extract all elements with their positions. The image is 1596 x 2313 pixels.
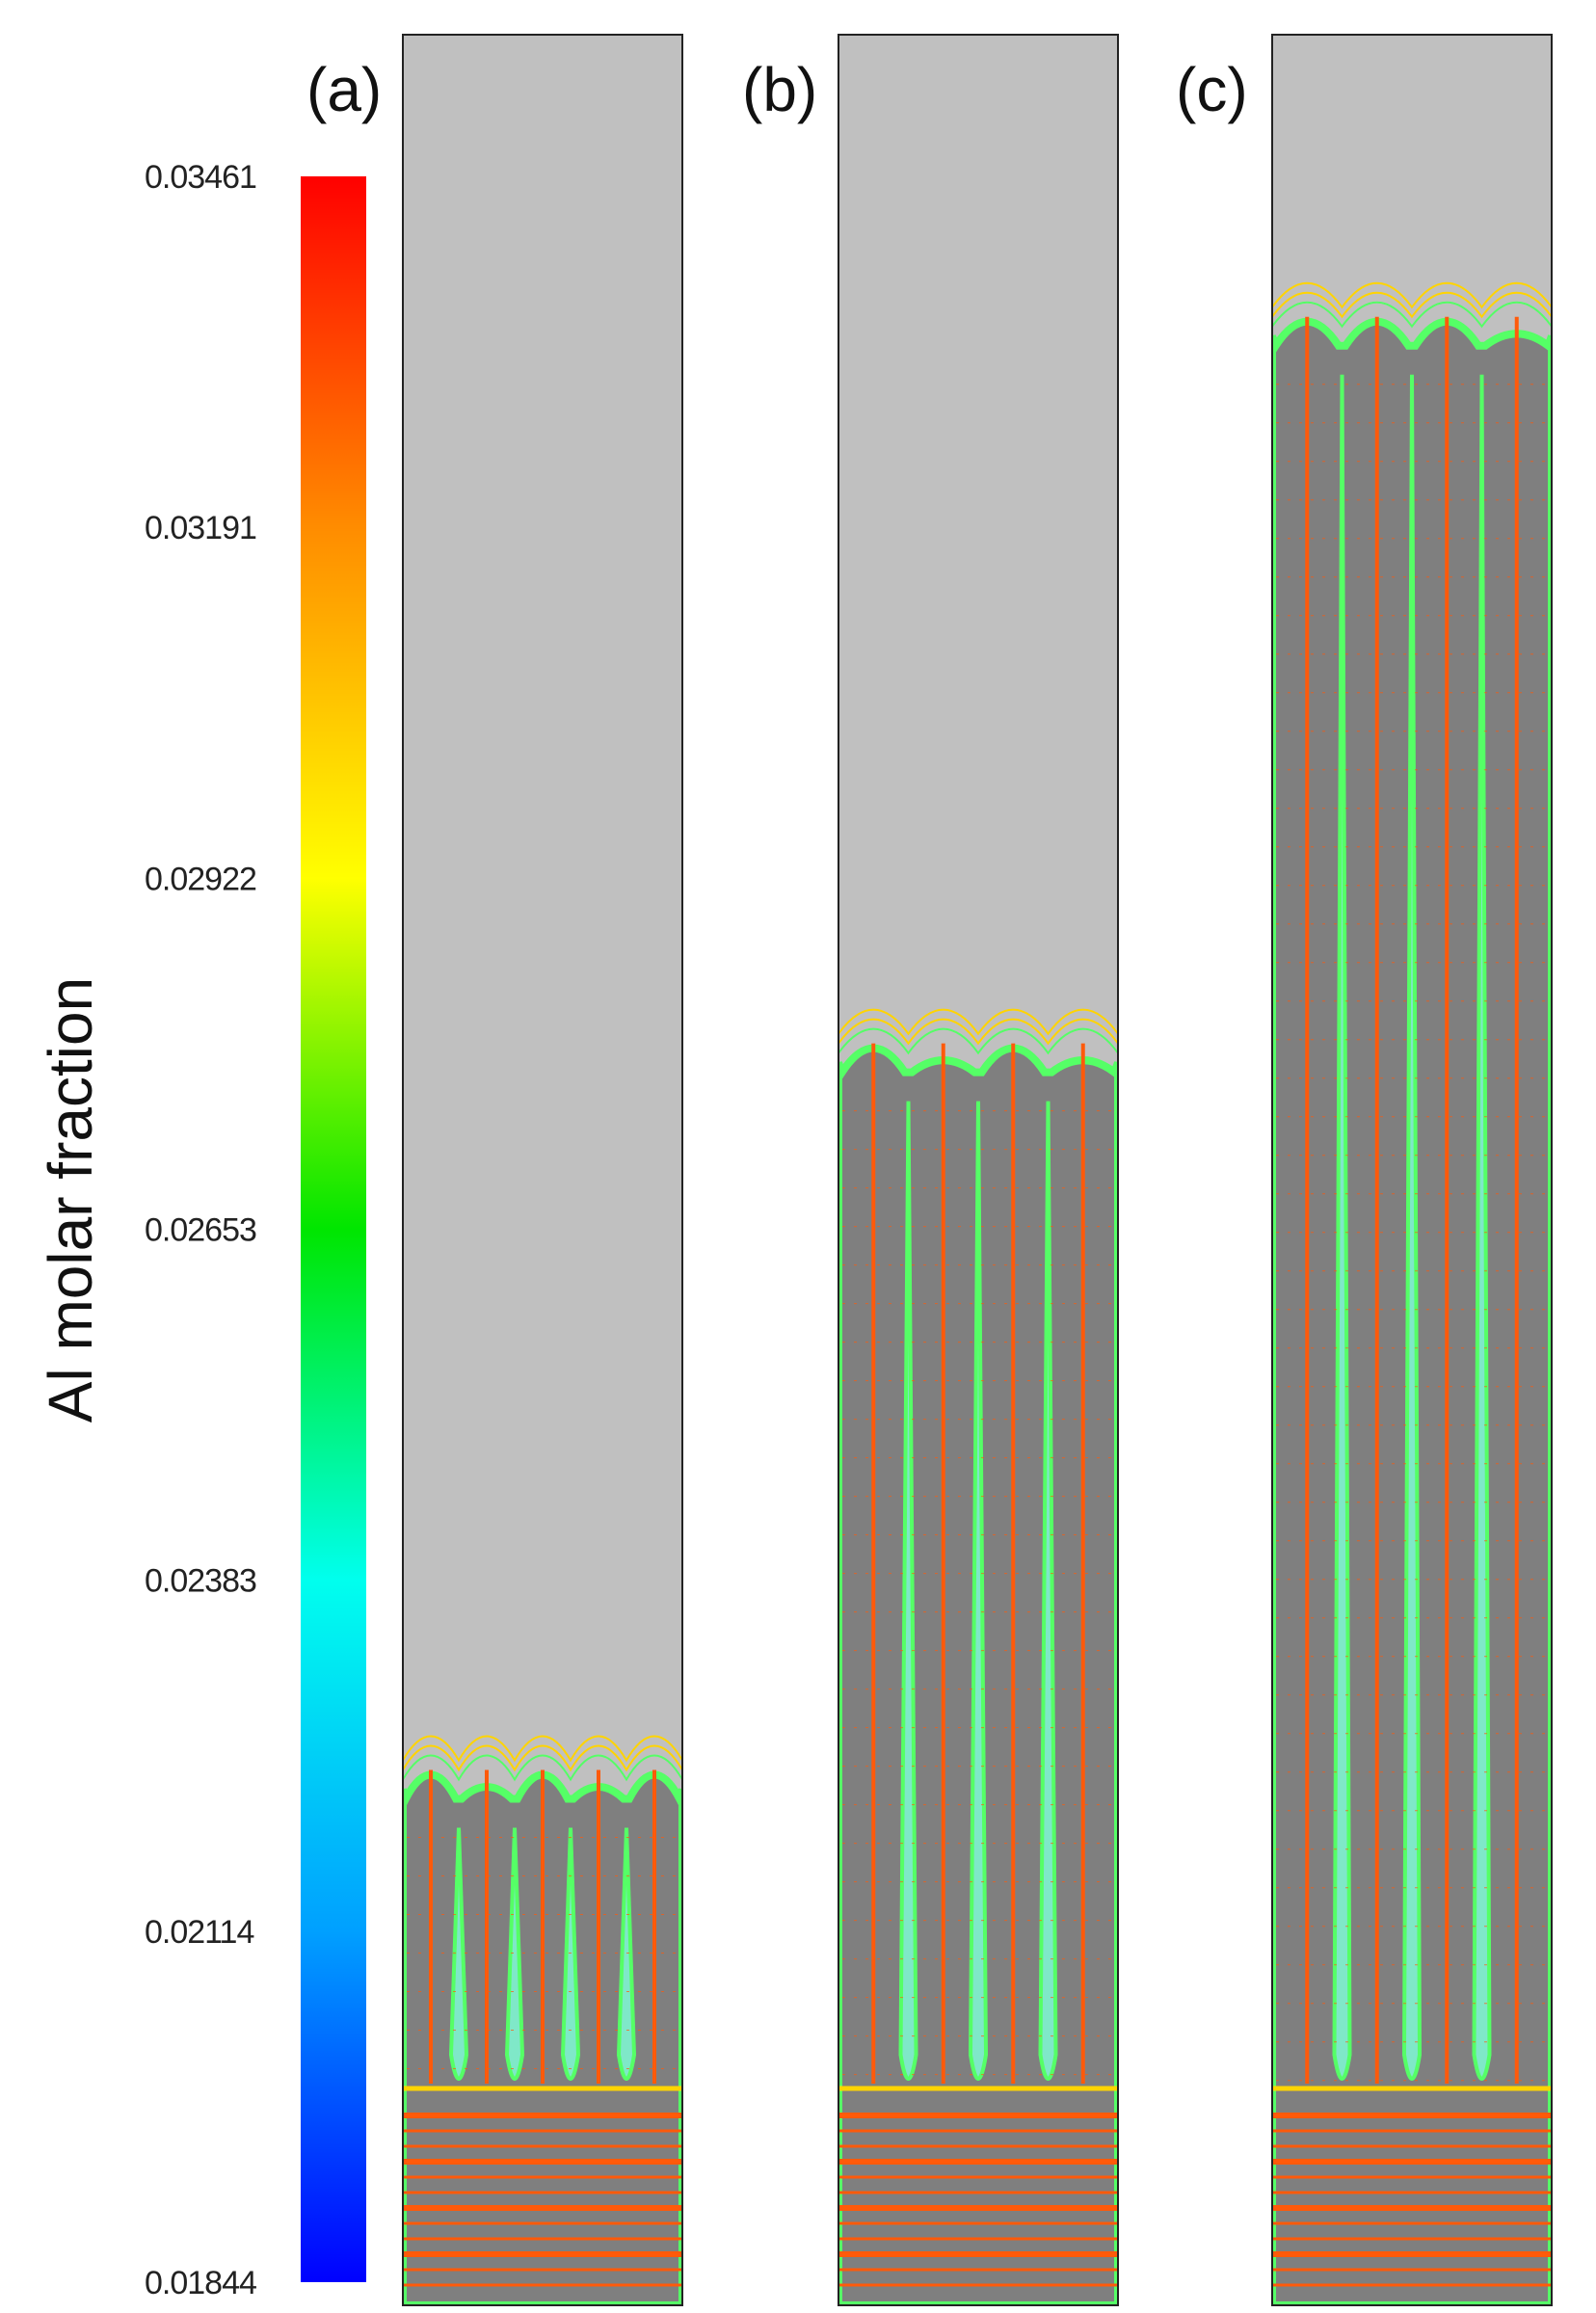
colorbar-ticks: 0.03461 0.03191 0.02922 0.02653 0.02383 0.021… <box>145 159 257 2301</box>
colorbar-tick-label: 0.03191 <box>145 510 256 546</box>
panel-frame <box>838 34 1119 2306</box>
panel-label: (b) <box>742 55 817 124</box>
panel-a: (a) <box>306 34 683 2306</box>
front-contour <box>403 1744 682 1772</box>
panel-frame <box>1271 34 1553 2306</box>
interdendritic-channel <box>898 1101 918 2081</box>
interdendritic-channel <box>1472 374 1492 2081</box>
front-contour <box>838 1027 1118 1055</box>
front-contour <box>1272 291 1552 319</box>
colorbar-tick-label: 0.02653 <box>145 1212 256 1249</box>
front-contour <box>403 1735 682 1763</box>
colorbar-tick-label: 0.02922 <box>145 861 256 897</box>
colorbar-tick-label: 0.01844 <box>145 2265 256 2301</box>
interdendritic-channel <box>968 1101 989 2081</box>
colorbar-gradient <box>301 176 366 2282</box>
interdendritic-channel <box>1401 374 1423 2081</box>
interdendritic-channel <box>448 1827 469 2081</box>
front-contour <box>1272 301 1552 329</box>
front-contour <box>838 1018 1118 1046</box>
colorbar-title: Al molar fraction <box>36 977 105 1422</box>
interdendritic-channel <box>1038 1101 1058 2081</box>
panel-c: (c) <box>1176 34 1553 2306</box>
panels: (a) (b) (c) <box>306 34 1553 2306</box>
panel-label: (c) <box>1176 55 1248 124</box>
interdendritic-channel <box>504 1827 525 2081</box>
colorbar-tick-label: 0.02114 <box>145 1914 253 1951</box>
panel-label: (a) <box>306 55 382 124</box>
panel-b: (b) <box>742 34 1119 2306</box>
colorbar-tick-label: 0.03461 <box>145 159 256 196</box>
front-contour <box>838 1008 1118 1036</box>
front-contour <box>1272 281 1552 309</box>
interdendritic-channel <box>1332 374 1352 2081</box>
colorbar: 0.03461 0.03191 0.02922 0.02653 0.02383 0.021… <box>36 159 366 2301</box>
colorbar-tick-label: 0.02383 <box>145 1563 256 1600</box>
front-contour <box>403 1754 682 1782</box>
panel-frame <box>402 34 683 2306</box>
